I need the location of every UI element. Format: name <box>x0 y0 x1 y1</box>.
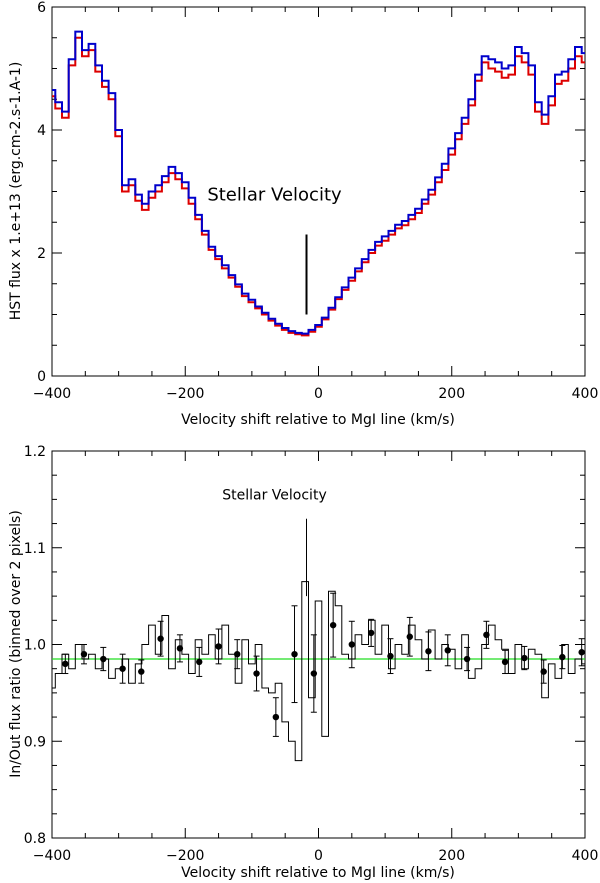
top-stellar-velocity-label: Stellar Velocity <box>207 185 342 206</box>
bottom-x-axis-title: Velocity shift relative to MgI line (km/… <box>181 865 455 881</box>
y-tick-label: 2 <box>37 246 46 262</box>
bottom-plot-frame <box>51 450 586 839</box>
flux-spectrum-panel: −400 −200 0 200 400 0 2 4 6 Stellar Velocity Ve… <box>8 0 598 428</box>
data-point <box>215 643 222 650</box>
data-point <box>559 653 566 661</box>
bottom-y-tick-labels: 0.8 0.9 1.0 1.1 1.2 <box>24 444 46 847</box>
x-tick-label: −200 <box>166 848 204 864</box>
data-point <box>100 655 107 663</box>
data-point <box>425 648 432 655</box>
y-tick-label: 0 <box>37 369 46 385</box>
data-point <box>540 668 547 675</box>
x-tick-label: 0 <box>314 848 323 864</box>
data-point <box>329 621 337 629</box>
data-point <box>406 633 413 640</box>
data-point <box>253 670 260 677</box>
x-tick-label: −400 <box>33 386 71 402</box>
data-point <box>578 649 585 656</box>
x-tick-label: 0 <box>314 386 323 402</box>
top-series-group <box>52 30 585 337</box>
data-point <box>138 668 145 675</box>
data-point <box>463 655 471 663</box>
data-point <box>348 641 356 648</box>
data-point <box>501 658 509 666</box>
y-tick-label: 4 <box>37 123 46 139</box>
y-tick-label: 6 <box>37 0 46 16</box>
x-tick-label: 400 <box>572 848 599 864</box>
data-point <box>291 650 298 658</box>
bottom-axis-ticks <box>51 450 586 839</box>
top-axis-ticks <box>51 6 586 377</box>
data-point <box>196 658 203 666</box>
data-point <box>80 650 88 658</box>
x-tick-label: −400 <box>33 848 71 864</box>
data-point <box>62 660 69 668</box>
data-point <box>521 654 528 662</box>
series-line-in-transit <box>52 36 585 337</box>
top-x-axis-title: Velocity shift relative to MgI line (km/… <box>181 412 455 428</box>
bottom-x-tick-labels: −400 −200 0 200 400 <box>33 848 599 864</box>
data-point <box>387 652 394 660</box>
x-tick-label: −200 <box>166 386 204 402</box>
x-tick-label: 400 <box>572 386 599 402</box>
data-point <box>444 647 451 654</box>
bottom-series-group <box>52 581 585 762</box>
y-tick-label: 1.0 <box>24 638 46 654</box>
y-tick-label: 1.2 <box>24 444 46 460</box>
data-point <box>483 631 490 639</box>
data-point <box>272 713 280 721</box>
top-x-tick-labels: −400 −200 0 200 400 <box>33 386 599 402</box>
y-tick-label: 1.1 <box>24 541 46 557</box>
x-tick-label: 200 <box>438 848 465 864</box>
x-tick-label: 200 <box>438 386 465 402</box>
data-point <box>119 665 126 672</box>
top-y-tick-labels: 0 2 4 6 <box>37 0 46 385</box>
data-point <box>234 650 241 658</box>
data-point <box>310 670 318 677</box>
y-tick-label: 0.8 <box>24 831 46 847</box>
flux-ratio-panel: −400 −200 0 200 400 0.8 0.9 1.0 1.1 1.2 Stellar … <box>8 444 598 881</box>
data-point <box>367 629 375 637</box>
bottom-y-axis-title: In/Out flux ratio (binned over 2 pixels) <box>8 510 24 778</box>
data-point <box>157 635 164 642</box>
bottom-stellar-velocity-label: Stellar Velocity <box>222 487 326 503</box>
series-line-out-of-transit <box>52 30 585 335</box>
top-y-axis-title: HST flux x 1.e+13 (erg.cm-2.s-1.A-1) <box>8 62 24 321</box>
y-tick-label: 0.9 <box>24 734 46 750</box>
data-point <box>176 645 184 652</box>
